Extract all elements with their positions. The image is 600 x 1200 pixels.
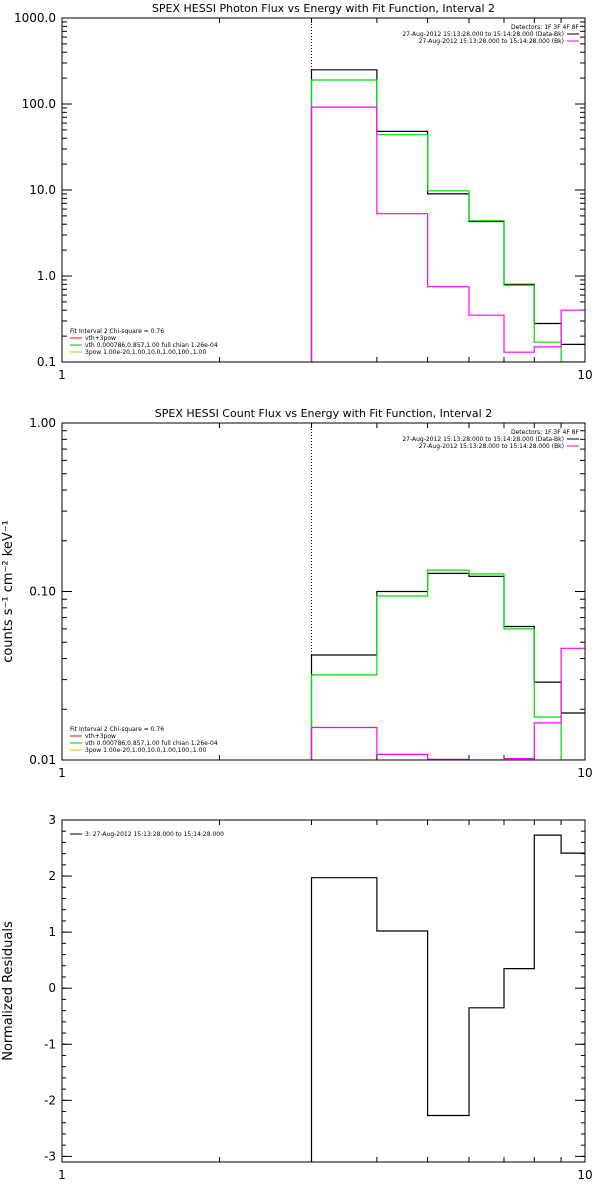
plot-frame: [61, 17, 586, 363]
legend-entry: vth+3pow: [85, 335, 116, 342]
y-tick-label: 1.0: [37, 269, 56, 283]
legend-entry: 27-Aug-2012 15:13:28.000 to 15:14:28.000…: [402, 31, 564, 38]
y-axis-label: Normalized Residuals: [1, 921, 16, 1061]
series-line-0: [310, 572, 585, 760]
x-tick-label: 10: [577, 766, 592, 780]
series-line-2: [310, 647, 585, 760]
series-line-0: [310, 69, 585, 362]
x-tick-label: 1: [58, 766, 66, 780]
y-tick-label: 100.0: [22, 97, 56, 111]
series-line-1: [310, 79, 585, 362]
y-axis-label: counts s⁻¹ cm⁻² keV⁻¹: [1, 520, 16, 663]
y-tick-label: -2: [44, 1093, 56, 1107]
y-tick-label: 1.00: [29, 416, 56, 430]
legend-entry: 27-Aug-2012 15:13:28.000 to 15:14:28.000…: [419, 443, 564, 450]
legend-entry: 27-Aug-2012 15:13:28.000 to 15:14:28.000…: [419, 38, 564, 45]
series-line-1: [310, 569, 585, 760]
y-tick-label: 0.01: [29, 753, 56, 767]
x-tick-label: 1: [58, 368, 66, 382]
x-tick-label: 1: [58, 1168, 66, 1182]
y-tick-label: 2: [48, 869, 56, 883]
y-tick-label: 0.10: [29, 585, 56, 599]
y-tick-label: 3: [48, 813, 56, 827]
chart-title: SPEX HESSI Photon Flux vs Energy with Fi…: [152, 2, 495, 15]
legend-header: Fit Interval 2 Chi-square = 0.76: [70, 328, 164, 335]
y-tick-label: -3: [44, 1149, 56, 1163]
legend-header: Detectors: 1F 3F 4F 8F: [511, 429, 580, 436]
plot-frame: [61, 422, 586, 761]
legend-header: Fit Interval 2 Chi-square = 0.76: [70, 726, 164, 733]
chart-title: SPEX HESSI Count Flux vs Energy with Fit…: [155, 407, 492, 420]
y-tick-label: 0.1: [37, 355, 56, 369]
series-line-2: [310, 106, 585, 362]
plot-frame: [61, 819, 586, 1163]
legend-entry: 27-Aug-2012 15:13:28.000 to 15:14:28.000…: [402, 436, 564, 443]
y-tick-label: 1000.0: [14, 11, 56, 25]
y-tick-label: -1: [44, 1037, 56, 1051]
series-line-0: [310, 834, 585, 1162]
y-tick-label: 10.0: [29, 183, 56, 197]
y-tick-label: 1: [48, 925, 56, 939]
legend-entry: 3pow 1.00e-20,1.00,10.0,1.00,100.,1.00: [85, 747, 206, 754]
y-tick-label: 0: [48, 981, 56, 995]
legend-entry: vth 0.000786,0.857,1.00 full chian 1.26e…: [85, 342, 218, 349]
legend-header: Detectors: 1F 3F 4F 8F: [511, 24, 580, 31]
legend-entry: vth+3pow: [85, 733, 116, 740]
x-tick-label: 10: [577, 1168, 592, 1182]
legend-entry: 3: 27-Aug-2012 15:13:28.000 to 15:14:28.…: [85, 831, 224, 838]
x-tick-label: 10: [577, 368, 592, 382]
legend-entry: vth 0.000786,0.857,1.00 full chian 1.26e…: [85, 740, 218, 747]
legend-entry: 3pow 1.00e-20,1.00,10.0,1.00,100.,1.00: [85, 349, 206, 356]
